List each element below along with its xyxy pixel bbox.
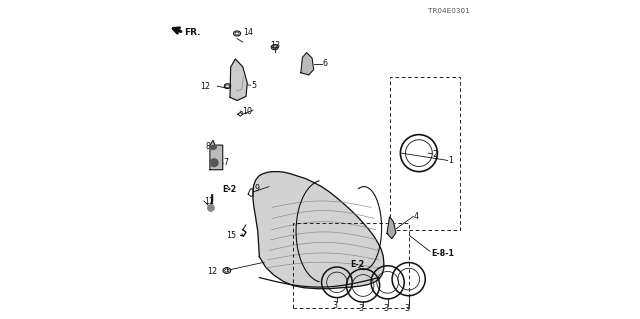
Text: 14: 14: [243, 28, 253, 37]
Text: 3: 3: [404, 304, 409, 313]
Text: 12: 12: [207, 267, 218, 276]
Polygon shape: [301, 53, 314, 75]
Ellipse shape: [210, 145, 216, 149]
Text: 11: 11: [205, 197, 214, 206]
Text: E-2: E-2: [223, 185, 237, 194]
Text: 10: 10: [242, 107, 252, 116]
Circle shape: [208, 205, 214, 211]
Text: 3: 3: [333, 301, 338, 310]
Text: TR04E0301: TR04E0301: [428, 8, 469, 14]
Text: E-2: E-2: [350, 260, 364, 269]
Text: 6: 6: [323, 59, 328, 68]
Text: 2: 2: [432, 150, 437, 159]
Text: 3: 3: [358, 304, 364, 313]
Text: 4: 4: [413, 212, 419, 221]
Text: 9: 9: [254, 184, 259, 193]
Bar: [293, 223, 410, 308]
Circle shape: [211, 159, 218, 167]
Text: FR.: FR.: [184, 28, 201, 37]
Text: 5: 5: [252, 81, 257, 90]
Text: 15: 15: [227, 231, 236, 240]
Polygon shape: [253, 172, 384, 289]
Text: 7: 7: [223, 158, 228, 167]
Text: 8: 8: [206, 142, 211, 151]
Text: E-8-1: E-8-1: [431, 249, 454, 258]
Text: 3: 3: [383, 304, 388, 313]
Text: 13: 13: [269, 41, 280, 50]
Text: 12: 12: [200, 82, 210, 91]
Text: 1: 1: [448, 156, 453, 165]
Polygon shape: [210, 140, 223, 170]
Bar: [390, 77, 460, 230]
Polygon shape: [387, 217, 396, 239]
Polygon shape: [230, 59, 247, 100]
